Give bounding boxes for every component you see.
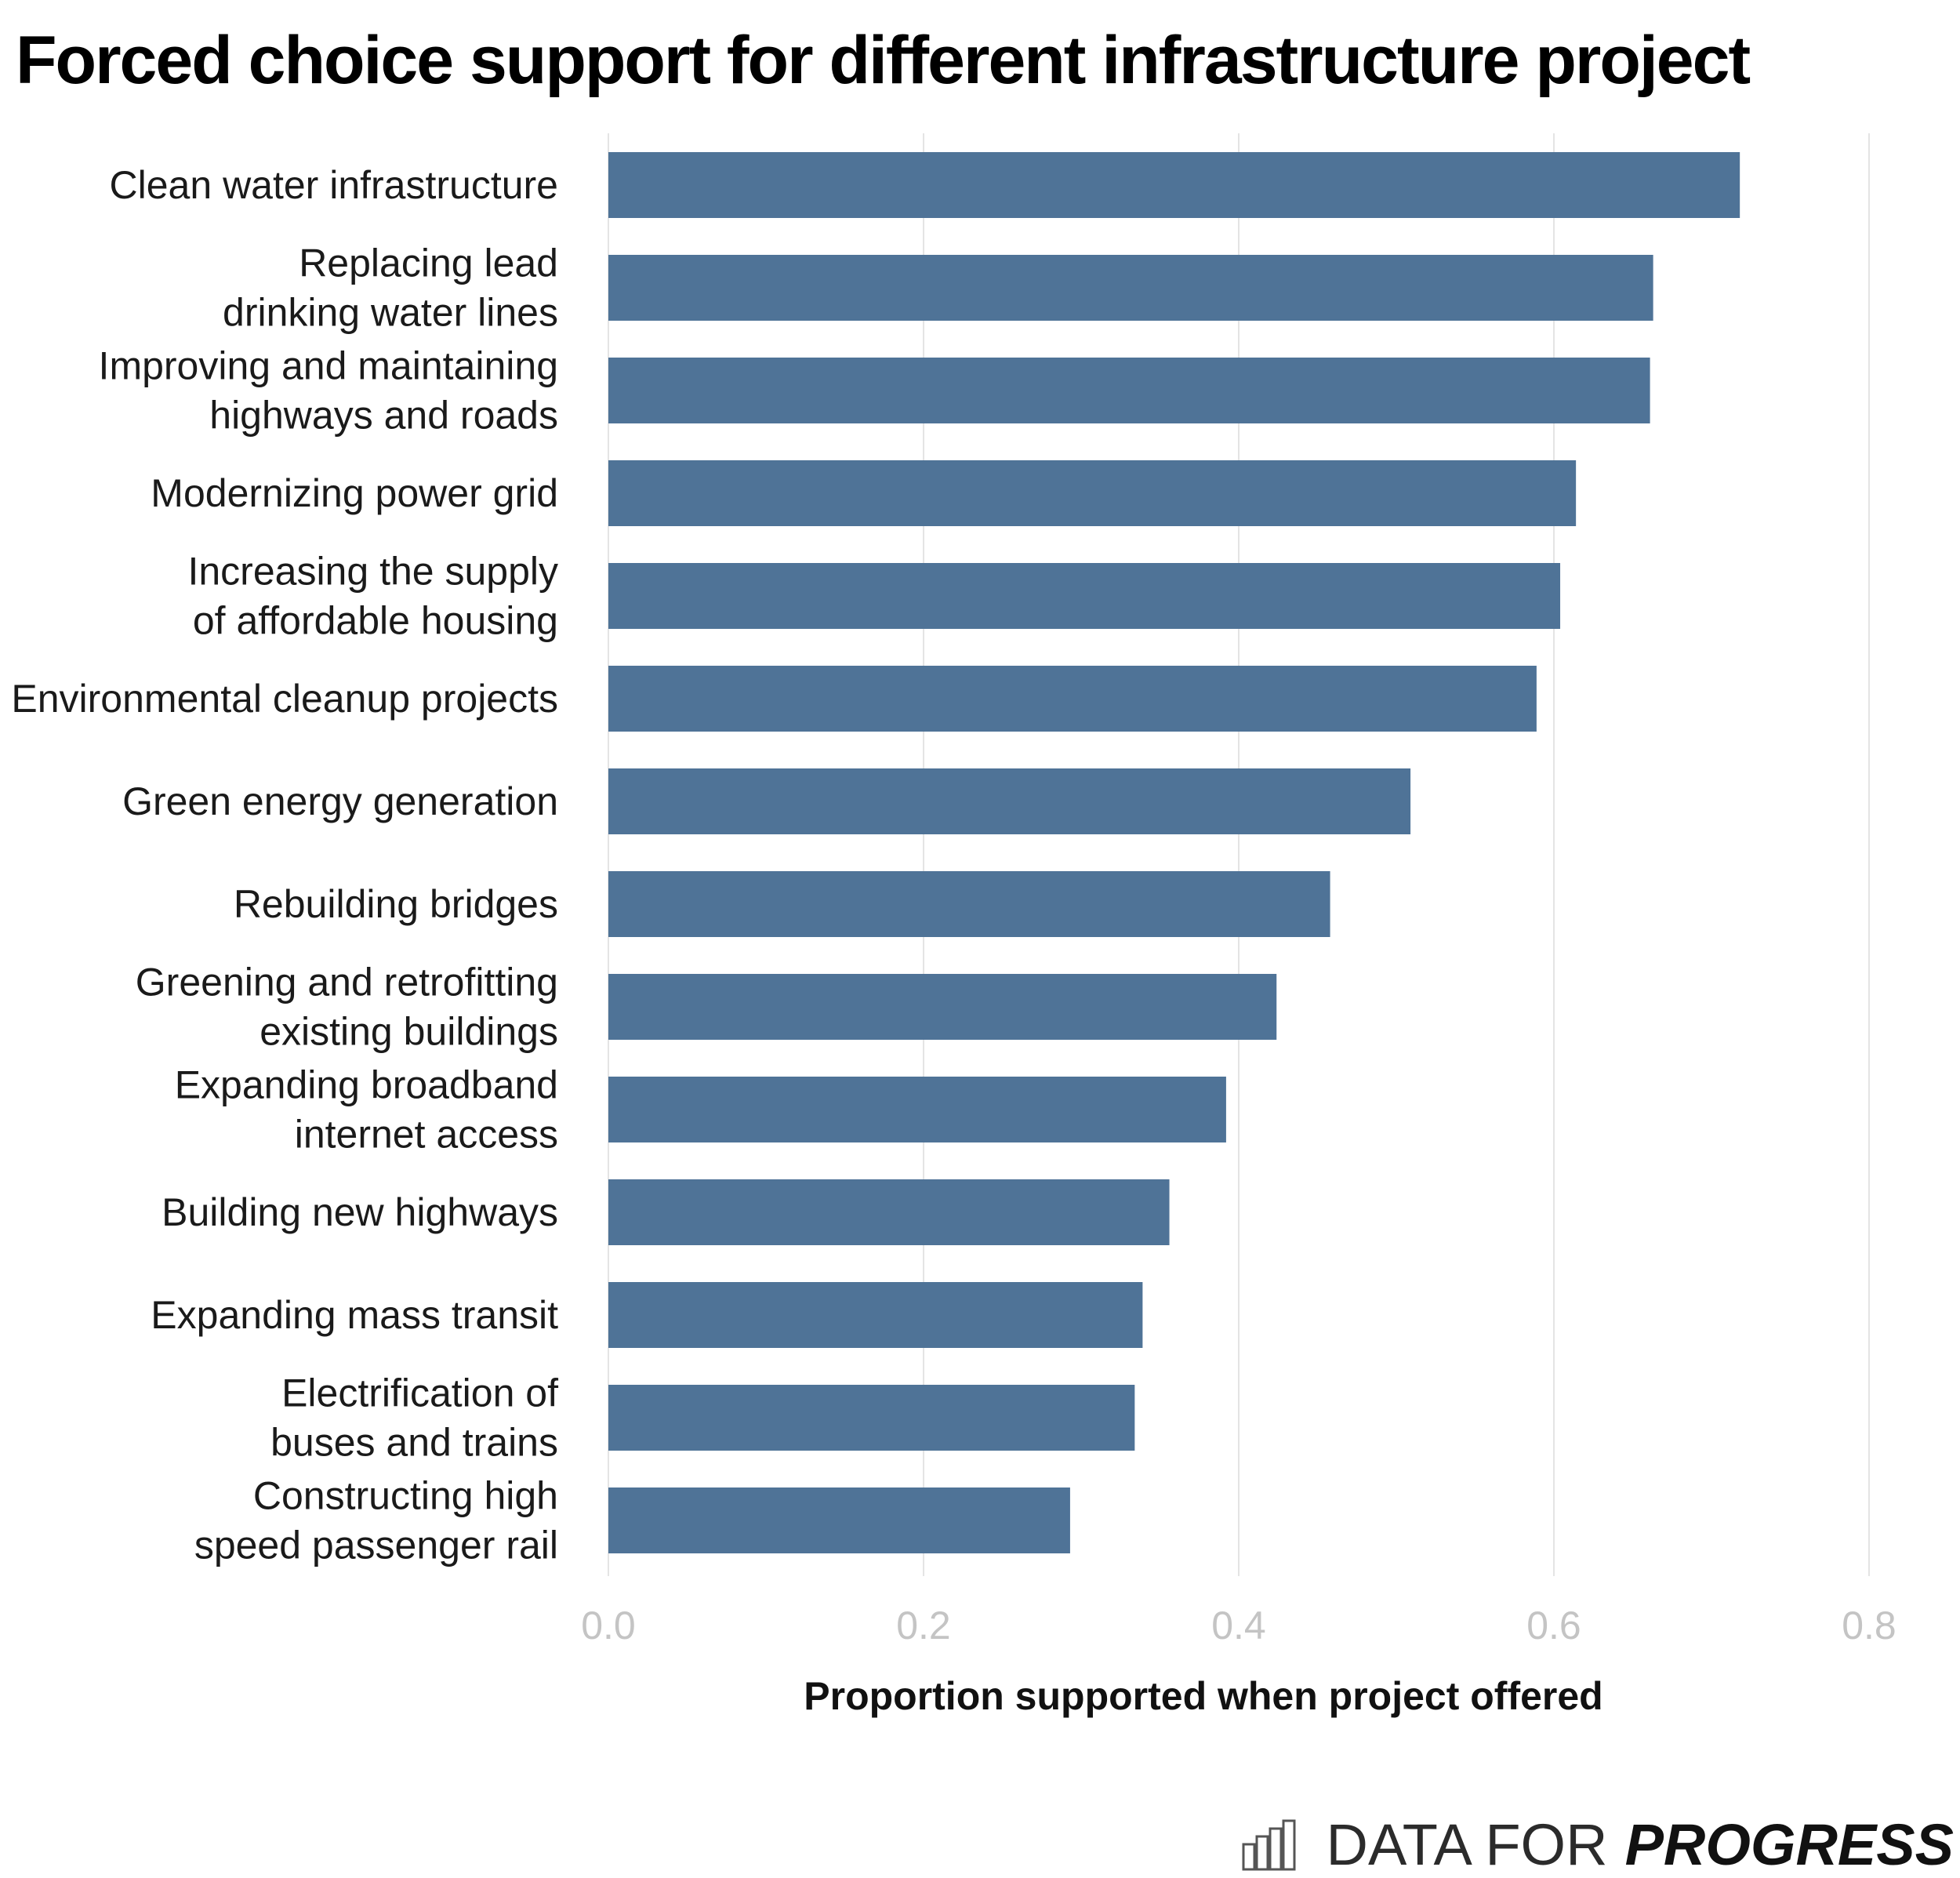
category-label-line: Environmental cleanup projects [11,677,558,721]
category-label: Expanding broadband internet access [175,1063,558,1157]
category-label-line: existing buildings [260,1010,558,1054]
category-label: Environmental cleanup projects [11,677,558,721]
bar [608,1077,1226,1142]
category-label-line: Increasing the supply [187,550,558,594]
category-label-line: of affordable housing [193,599,558,643]
category-label-line: speed passenger rail [194,1524,558,1567]
brand-word-data-for: DATA FOR [1326,1812,1608,1877]
bar [608,666,1537,732]
brand-word-progress: PROGRESS [1624,1812,1954,1877]
category-label: Clean water infrastructure [110,163,558,207]
bar [608,460,1577,526]
category-label-line: highways and roads [209,394,558,438]
x-tick-labels: 0.0 0.2 0.4 0.6 0.8 [581,1604,1896,1647]
bar-chart-icon [1242,1819,1295,1870]
category-label-line: Green energy generation [122,779,558,823]
bar [608,1179,1170,1245]
category-label: Modernizing power grid [151,471,558,515]
category-label: Increasing the supply of affordable housi… [187,550,558,643]
category-label-line: drinking water lines [223,291,558,335]
x-tick-label: 0.8 [1842,1604,1896,1647]
bar [608,1488,1070,1553]
category-label-line: Rebuilding bridges [234,882,558,926]
category-label-line: Constructing high [253,1474,558,1518]
category-label-line: Greening and retrofitting [136,961,558,1004]
category-label: Expanding mass transit [151,1293,558,1337]
category-label: Replacing lead drinking water lines [223,242,558,335]
x-tick-label: 0.0 [581,1604,636,1647]
grid-lines [608,133,1870,1576]
x-tick-label: 0.2 [896,1604,951,1647]
category-label-line: Electrification of [281,1371,558,1415]
category-label-line: Replacing lead [299,242,558,285]
bar [608,152,1740,218]
category-label-line: buses and trains [270,1421,558,1465]
category-label-line: Expanding mass transit [151,1293,558,1337]
category-label-line: Clean water infrastructure [110,163,558,207]
category-label-line: Building new highways [162,1190,558,1234]
category-label-line: Improving and maintaining [99,344,558,388]
category-label: Constructing high speed passenger rail [194,1474,558,1567]
bar [608,974,1277,1040]
category-label: Improving and maintaining highways and ro… [99,344,558,438]
category-label-line: internet access [295,1113,558,1157]
brand-logo: DATA FOR PROGRESS [1242,1811,1954,1878]
category-label: Electrification of buses and trains [270,1371,558,1465]
bars [608,152,1740,1553]
category-label: Building new highways [162,1190,558,1234]
category-labels: Clean water infrastructure Replacing lead… [11,163,558,1567]
bar [608,768,1411,834]
category-label: Rebuilding bridges [234,882,558,926]
bar [608,358,1650,423]
chart-title: Forced choice support for different infr… [16,23,1751,98]
x-tick-label: 0.4 [1211,1604,1266,1647]
x-tick-label: 0.6 [1526,1604,1581,1647]
category-label-line: Modernizing power grid [151,471,558,515]
bar [608,1385,1135,1451]
category-label: Green energy generation [122,779,558,823]
bar-chart: Clean water infrastructure Replacing lead… [11,133,1896,1718]
category-label-line: Expanding broadband [175,1063,558,1107]
x-axis-title: Proportion supported when project offere… [804,1674,1602,1718]
bar [608,563,1561,629]
bar [608,1282,1143,1348]
bar [608,871,1330,937]
category-label: Greening and retrofitting existing buildi… [136,961,558,1054]
bar [608,255,1653,321]
